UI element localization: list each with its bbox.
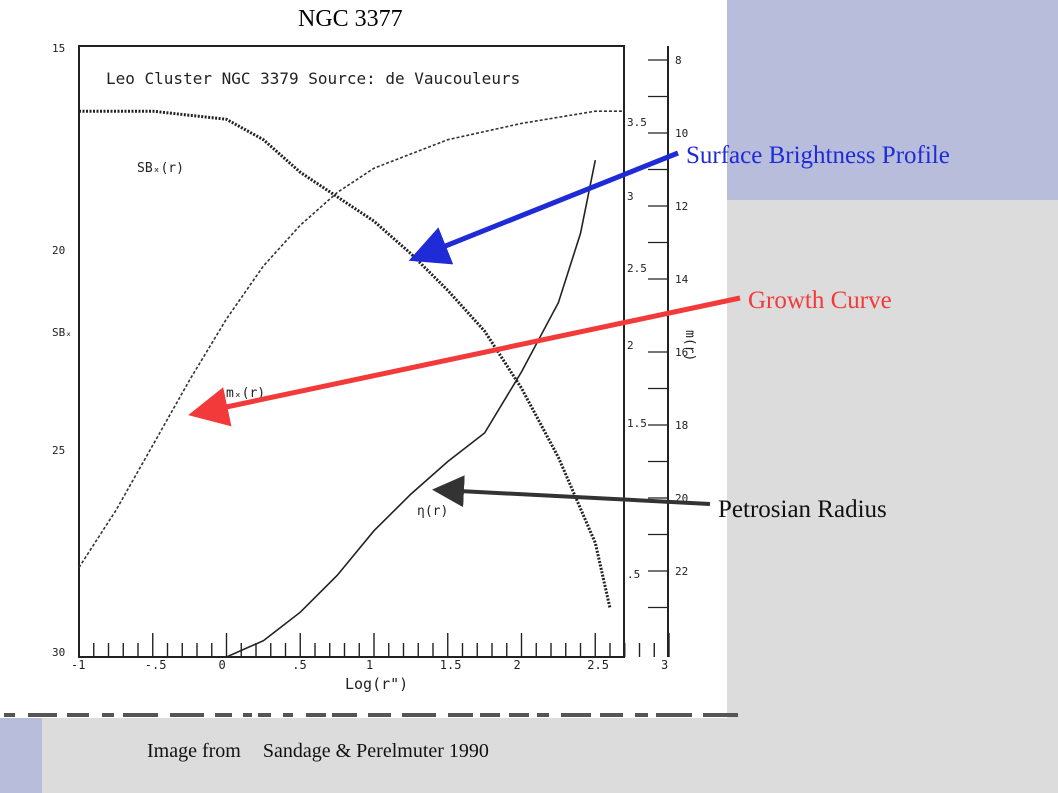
caption-noise [67,713,89,717]
x-axis-label: Log(r") [345,675,408,693]
caption-noise [368,713,391,717]
caption-noise [656,713,692,717]
caption-noise [537,713,549,717]
eta-curve-label: η(r) [417,504,448,519]
caption-noise [561,713,591,717]
growth-curve-label: mₓ(r) [226,386,265,401]
magnitude-tick-label: 14 [675,273,689,286]
petrosian-radius-arrow [432,475,711,508]
eta-tick-label: 1.5 [627,417,647,430]
plot-frame [78,45,625,658]
image-credit: Image from Sandage & Perelmuter 1990 [147,740,489,763]
caption-noise [170,713,204,717]
magnitude-tick-label: 16 [675,346,688,359]
eta-axis-tick-labels: 3.5 3 2.5 2 1.5 .5 [627,116,647,581]
figure-caption-strip [4,713,738,717]
caption-noise [332,713,357,717]
x-tick-label: -.5 [145,658,167,672]
x-tick-label: .5 [292,658,306,672]
x-tick-label: -1 [71,658,85,672]
growth-curve-arrow [188,295,741,427]
x-axis-ticks [78,633,670,657]
magnitude-tick-label: 10 [675,127,688,140]
caption-noise [243,713,252,717]
eta-tick-label: 3 [627,190,634,203]
magnitude-axis-ticks [648,59,668,609]
caption-noise [600,713,623,717]
caption-noise [306,713,326,717]
x-tick-label: 1.5 [440,658,462,672]
right-axis-label: m(r) [682,330,697,361]
eta-tick-label: 2.5 [627,262,647,275]
x-axis-tick-labels: -1 -.5 0 .5 1 1.5 2 2.5 3 [71,658,668,672]
caption-noise [283,713,293,717]
left-axis-tick-labels: 15 20 SBₓ 25 30 [52,42,72,659]
slide-title: NGC 3377 [298,6,403,32]
left-tick-label: 20 [52,244,65,257]
caption-noise [480,713,500,717]
surface-brightness-label: Surface Brightness Profile [686,142,950,169]
caption-noise [509,713,529,717]
caption-noise [448,713,473,717]
caption-noise [703,713,738,717]
growth-curve-line [78,110,625,568]
caption-noise [4,713,15,717]
left-tick-label: 15 [52,42,65,55]
x-tick-label: 1 [366,658,373,672]
magnitude-tick-label: 12 [675,200,688,213]
caption-noise [258,713,271,717]
eta-tick-label: 2 [627,339,634,352]
sb-curve-label: SBₓ(r) [137,161,184,176]
figure-background [0,0,727,718]
petrosian-radius-label: Petrosian Radius [718,496,887,523]
x-tick-label: 0 [219,658,226,672]
x-tick-label: 3 [661,658,668,672]
magnitude-tick-label: 18 [675,419,688,432]
x-tick-label: 2 [514,658,521,672]
credit-prefix: Image from [147,740,241,762]
caption-noise [215,713,232,717]
left-tick-label: 25 [52,444,65,457]
caption-noise [102,713,114,717]
surface-brightness-curve [79,109,612,609]
eta-tick-label: .5 [627,568,640,581]
caption-noise [28,713,57,717]
magnitude-tick-label: 8 [675,54,682,67]
credit-source: Sandage & Perelmuter 1990 [262,740,489,762]
left-tick-label: SBₓ [52,326,72,339]
caption-noise [123,713,158,717]
figure-header-text: Leo Cluster NGC 3379 Source: de Vaucoule… [106,69,520,88]
x-tick-label: 2.5 [587,658,609,672]
surface-brightness-arrow [408,150,679,265]
petrosian-eta-curve [152,159,597,658]
background-accent-bottom [0,718,42,793]
caption-noise [402,713,436,717]
left-tick-label: 30 [52,646,65,659]
background-accent-top [727,0,1058,200]
magnitude-tick-label: 22 [675,565,688,578]
eta-tick-label: 3.5 [627,116,647,129]
growth-curve-label: Growth Curve [748,287,892,314]
caption-noise [635,713,648,717]
